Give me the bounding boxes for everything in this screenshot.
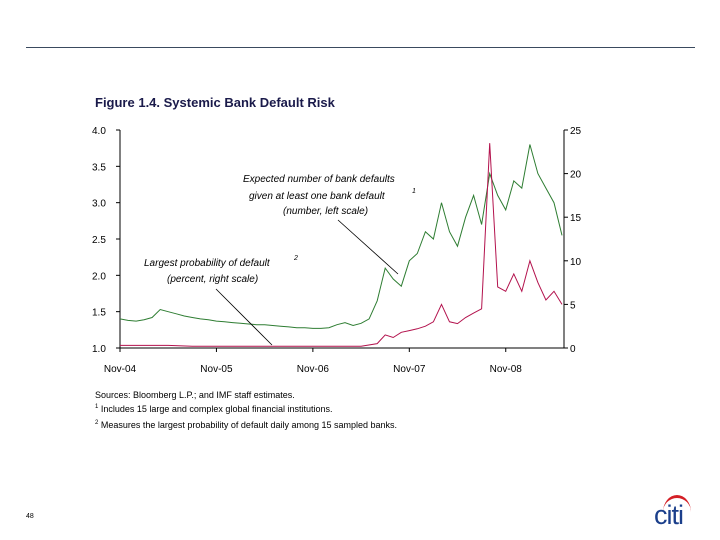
annotation-2-line-2: (percent, right scale): [167, 274, 258, 285]
left-tick-label: 3.5: [92, 162, 106, 173]
right-axis-ticks: 0 5 10 15 20 25: [564, 126, 582, 355]
series-line-expected-defaults: [119, 144, 563, 329]
page-number: 48: [26, 513, 34, 520]
annotation-1-line-2: given at least one bank default: [249, 191, 386, 202]
x-axis-ticks: Nov-04 Nov-05 Nov-06 Nov-07 Nov-08: [104, 348, 522, 375]
annotation-1-line-1: Expected number of bank defaults: [243, 174, 395, 185]
logo-arc: [663, 495, 691, 512]
footnote-2-mark: 2: [95, 420, 99, 426]
footnote-1-mark: 1: [95, 404, 99, 410]
series-line-largest-pd: [120, 143, 563, 347]
left-tick-label: 2.5: [92, 235, 106, 246]
annotation-1-leader: [337, 219, 399, 275]
left-tick-label: 3.0: [92, 199, 106, 210]
x-tick-label: Nov-07: [393, 364, 426, 375]
footnote-2: 2 Measures the largest probability of de…: [95, 420, 397, 430]
citi-logo: citi: [650, 492, 698, 530]
annotation-2-sup: 2: [293, 255, 298, 262]
right-tick-label: 20: [570, 170, 582, 181]
annotation-largest-pd: Largest probability of default 2 (percen…: [144, 255, 298, 346]
left-tick-label: 1.0: [92, 344, 106, 355]
logo-text: citi: [654, 500, 684, 530]
x-tick-label: Nov-08: [490, 364, 523, 375]
left-axis-ticks: 1.0 1.5 2.0 2.5 3.0 3.5 4.0: [92, 126, 120, 355]
right-tick-label: 10: [570, 257, 582, 268]
right-tick-label: 25: [570, 126, 582, 137]
annotation-expected-defaults: Expected number of bank defaults given a…: [243, 174, 416, 275]
footnote-2-text: Measures the largest probability of defa…: [100, 420, 398, 430]
right-tick-label: 5: [570, 300, 576, 311]
right-tick-label: 0: [570, 344, 576, 355]
figure-title: Figure 1.4. Systemic Bank Default Risk: [95, 95, 335, 110]
footnote-1-text: Includes 15 large and complex global fin…: [100, 404, 333, 414]
top-divider: [26, 47, 695, 48]
annotation-1-sup: 1: [412, 188, 416, 195]
sources-note: Sources: Bloomberg L.P.; and IMF staff e…: [95, 390, 295, 400]
left-tick-label: 4.0: [92, 126, 106, 137]
x-tick-label: Nov-04: [104, 364, 137, 375]
left-tick-label: 1.5: [92, 308, 106, 319]
annotation-2-line-1: Largest probability of default: [144, 258, 271, 269]
annotation-1-line-3: (number, left scale): [283, 206, 368, 217]
left-tick-label: 2.0: [92, 271, 106, 282]
annotation-2-leader: [215, 288, 273, 346]
x-tick-label: Nov-05: [200, 364, 233, 375]
footnote-1: 1 Includes 15 large and complex global f…: [95, 404, 333, 414]
x-tick-label: Nov-06: [297, 364, 330, 375]
right-tick-label: 15: [570, 213, 582, 224]
